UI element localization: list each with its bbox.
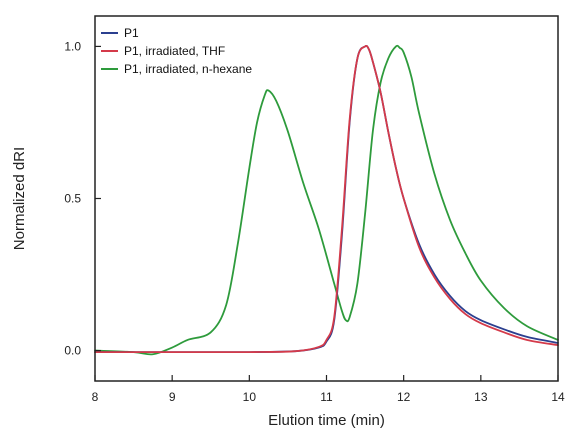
y-tick-label: 0.0 [64,344,81,358]
y-axis-ticks: 0.0 0.5 1.0 [64,39,101,358]
y-axis-title: Normalized dRI [11,147,28,250]
x-tick-label: 10 [243,390,257,404]
legend-label: P1, irradiated, n-hexane [124,62,252,76]
legend-label: P1 [124,26,139,40]
x-tick-label: 13 [474,390,488,404]
x-axis-title: Elution time (min) [268,412,385,429]
y-tick-label: 1.0 [64,39,81,53]
series-line-1 [94,45,559,354]
x-tick-label: 11 [320,390,333,404]
x-tick-label: 12 [397,390,411,404]
x-tick-label: 14 [551,390,565,404]
x-tick-label: 8 [92,390,99,404]
legend: P1 P1, irradiated, THF P1, irradiated, n-h… [101,26,252,76]
legend-label: P1, irradiated, THF [124,44,225,58]
series-line-2 [94,45,559,354]
y-tick-label: 0.5 [64,192,81,206]
series-line-3 [94,44,559,356]
series-layer [94,44,559,356]
x-tick-label: 9 [169,390,176,404]
x-axis-ticks: 8 9 10 11 12 13 14 [92,375,565,404]
